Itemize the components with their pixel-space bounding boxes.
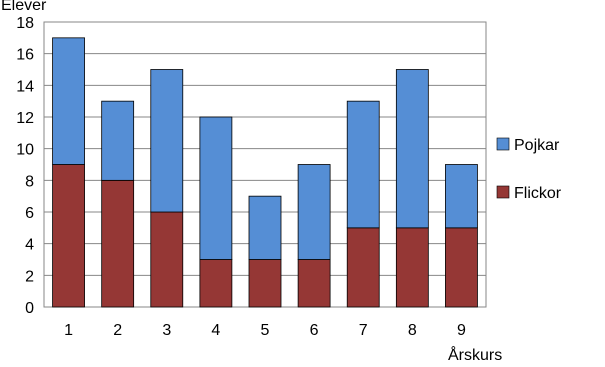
y-tick-label: 8: [25, 173, 34, 190]
bar-flickor-5: [248, 259, 282, 308]
x-axis-title: Årskurs: [448, 345, 502, 364]
bar-flickor-9: [445, 227, 478, 308]
x-tick-label: 4: [211, 322, 220, 339]
x-tick-label: 8: [408, 322, 417, 339]
y-tick-label: 12: [16, 110, 34, 127]
x-tick-label: 1: [64, 322, 73, 339]
bar-pojkar-7: [346, 100, 380, 229]
legend-label-flickor: Flickor: [514, 185, 562, 202]
bar-pojkar-4: [199, 116, 233, 260]
x-tick-label: 9: [457, 322, 466, 339]
x-tick-label: 6: [310, 322, 319, 339]
bar-pojkar-3: [150, 69, 184, 213]
x-tick-label: 2: [113, 322, 122, 339]
bar-pojkar-1: [52, 37, 85, 165]
y-tick-label: 14: [16, 78, 34, 95]
legend-swatch-pojkar: [496, 137, 510, 151]
bar-pojkar-6: [297, 164, 331, 260]
bar-flickor-4: [199, 259, 233, 308]
x-tick-label: 7: [359, 322, 368, 339]
legend-label-pojkar: Pojkar: [514, 137, 560, 154]
bar-pojkar-2: [101, 100, 135, 181]
bars: [52, 37, 478, 308]
y-tick-label: 10: [16, 142, 34, 159]
x-axis-tick-labels: 1 2 3 4 5 6 7 8 9: [64, 322, 466, 339]
y-axis-title: Elever: [1, 0, 47, 14]
bar-flickor-6: [297, 259, 331, 308]
bar-flickor-3: [150, 211, 184, 308]
legend: Pojkar Flickor: [496, 137, 562, 202]
bar-pojkar-5: [248, 195, 282, 260]
y-tick-label: 0: [25, 300, 34, 317]
bar-pojkar-9: [445, 164, 478, 229]
bar-flickor-7: [346, 227, 380, 308]
bar-pojkar-8: [395, 69, 429, 229]
x-tick-label: 5: [261, 322, 270, 339]
y-tick-label: 2: [25, 268, 34, 285]
legend-swatch-flickor: [496, 185, 510, 199]
x-tick-label: 3: [162, 322, 171, 339]
y-tick-label: 4: [25, 237, 34, 254]
y-tick-label: 18: [16, 15, 34, 32]
bar-flickor-8: [395, 227, 429, 308]
y-tick-label: 16: [16, 47, 34, 64]
y-tick-label: 6: [25, 205, 34, 222]
bar-flickor-2: [101, 179, 135, 308]
y-axis-tick-labels: 0 2 4 6 8 10 12 14 16 18: [16, 15, 34, 317]
bar-flickor-1: [52, 164, 85, 308]
